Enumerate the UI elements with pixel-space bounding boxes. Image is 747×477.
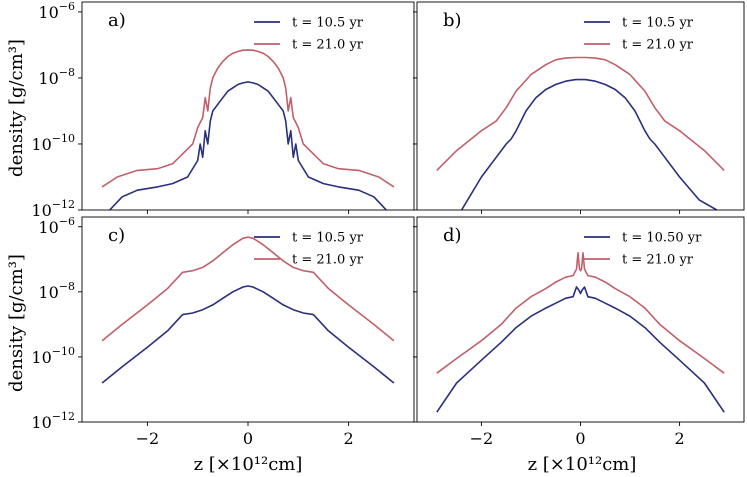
legend-label: t = 10.50 yr	[622, 231, 702, 246]
plot-frame	[81, 1, 415, 211]
legend-label: t = 21.0 yr	[292, 38, 364, 53]
x-axis-label-left: z [×10¹²cm]	[194, 454, 303, 475]
y-axis-label-bottom: density [g/cm³]	[6, 254, 27, 392]
y-tick-label: 10−12	[31, 410, 75, 432]
panel-1: 10−6 10−8 10−10 10−12 a) t = 10.5 yr t = 21.0 …	[31, 0, 415, 220]
x-tick-label: −2	[136, 429, 160, 448]
y-tick-label: 10−6	[38, 0, 75, 22]
legend-label: t = 21.0 yr	[622, 253, 694, 268]
y-tick-label: 10−10	[31, 345, 75, 367]
panel-title: a)	[108, 10, 126, 31]
panel-title: c)	[108, 225, 125, 246]
legend-label: t = 10.5 yr	[622, 16, 694, 31]
x-axis-label-right: z [×10¹²cm]	[528, 454, 637, 475]
panel-4: −2 0 2 d) t = 10.50 yr t = 21.0 yr	[413, 216, 745, 448]
plot-frame	[81, 216, 415, 423]
series-line-early	[101, 285, 395, 384]
panel-title: b)	[443, 10, 462, 31]
series-line-early	[460, 78, 718, 210]
series-line-late	[101, 236, 395, 342]
series-line-late	[436, 56, 725, 171]
legend-label: t = 21.0 yr	[622, 38, 694, 53]
legend-label: t = 10.5 yr	[292, 16, 364, 31]
series-line-early	[436, 286, 725, 413]
panel-2: b) t = 10.5 yr t = 21.0 yr	[413, 1, 745, 214]
plot-frame	[416, 216, 745, 423]
series-line-late	[101, 49, 395, 188]
x-tick-label: 2	[674, 429, 684, 448]
plot-frame	[416, 1, 745, 211]
y-tick-label: 10−6	[38, 215, 75, 237]
legend-label: t = 21.0 yr	[292, 253, 364, 268]
x-tick-label: 0	[575, 429, 585, 448]
y-tick-label: 10−8	[38, 280, 75, 302]
y-tick-label: 10−10	[31, 132, 75, 154]
series-line-early	[109, 81, 387, 210]
panel-3: −2 0 2 10−6 10−8 10−10 10−12 c) t = 10.5 yr t = 2…	[31, 215, 415, 448]
panel-title: d)	[443, 225, 462, 246]
series-line-late	[436, 252, 725, 374]
x-tick-label: −2	[470, 429, 494, 448]
legend-label: t = 10.5 yr	[292, 231, 364, 246]
y-tick-label: 10−12	[31, 198, 75, 220]
x-tick-label: 0	[243, 429, 253, 448]
y-axis-label-top: density [g/cm³]	[6, 39, 27, 177]
y-tick-label: 10−8	[38, 66, 75, 88]
x-tick-label: 2	[344, 429, 354, 448]
